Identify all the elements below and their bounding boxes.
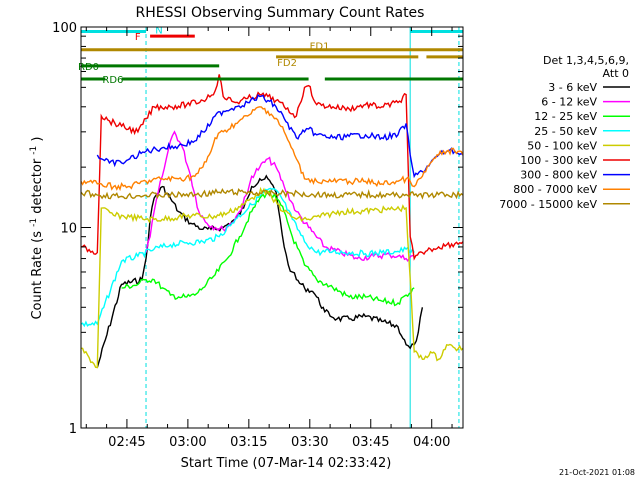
y-tick-label: 100: [52, 21, 77, 36]
y-axis-label-sup: -1: [29, 146, 39, 155]
y-tick-label: 10: [60, 222, 77, 237]
x-tick-label: 02:45: [108, 435, 145, 450]
x-tick-label: 03:00: [169, 435, 206, 450]
legend-label: 300 - 800 keV: [520, 169, 597, 182]
chart-title: RHESSI Observing Summary Count Rates: [136, 5, 425, 21]
y-axis-label-part: Count Rate (s: [30, 231, 45, 320]
legend-label: 50 - 100 keV: [527, 139, 597, 152]
series-line: [80, 74, 464, 261]
series-line: [80, 106, 464, 192]
legend-label: 6 - 12 keV: [541, 96, 597, 109]
x-axis-label: Start Time (07-Mar-14 02:33:42): [181, 456, 392, 471]
series-line: [96, 93, 464, 179]
series-800-7000-kev: [80, 106, 464, 192]
flag-label: F: [135, 32, 141, 43]
y-axis: 1 10 100: [52, 21, 463, 437]
flag-rd0: RD0: [78, 62, 220, 73]
legend-label: 7000 - 15000 keV: [499, 198, 597, 211]
series-300-800-kev: [96, 93, 464, 179]
legend-header-detectors: Det 1,3,4,5,6,9,: [543, 54, 629, 67]
legend-label: 12 - 25 keV: [534, 110, 597, 123]
x-axis: 02:45 03:00 03:15 03:30 03:45 04:00: [85, 27, 453, 450]
series-line: [96, 174, 424, 368]
flag-f: F: [135, 32, 195, 43]
series-line: [80, 187, 415, 328]
y-axis-label-part: ): [30, 136, 45, 141]
flag-n: N: [81, 26, 463, 37]
series-7000-15000-kev: [80, 187, 464, 200]
flag-rd6: RD6: [81, 75, 463, 86]
flag-label: FD1: [310, 41, 330, 52]
y-tick-label: 1: [69, 422, 77, 437]
flag-label: FD2: [277, 58, 297, 69]
series-line: [80, 187, 464, 200]
series-line: [80, 186, 464, 369]
legend-header-attenuator: Att 0: [603, 67, 629, 80]
legend: Det 1,3,4,5,6,9, Att 0 3 - 6 keV 6 - 12 k…: [499, 54, 630, 211]
legend-label: 800 - 7000 keV: [513, 183, 597, 196]
generation-timestamp: 21-Oct-2021 01:08: [559, 468, 635, 477]
flag-fd1: FD1: [81, 41, 463, 52]
x-tick-label: 03:15: [230, 435, 267, 450]
series-50-100-kev: [80, 186, 464, 369]
series-6-12-kev: [145, 130, 415, 263]
legend-label: 25 - 50 keV: [534, 125, 597, 138]
flag-fd2: FD2: [276, 55, 463, 69]
series-3-6-kev: [96, 174, 424, 368]
x-tick-label: 04:00: [413, 435, 450, 450]
series-25-50-kev: [80, 187, 415, 328]
y-axis-label-sup: -1: [29, 218, 39, 227]
flag-label: N: [155, 26, 162, 37]
y-axis-label-part: detector: [30, 158, 45, 214]
y-axis-label: Count Rate (s -1 detector -1 ): [29, 136, 45, 319]
legend-label: 3 - 6 keV: [548, 81, 597, 94]
series-line: [145, 130, 415, 263]
flag-label: RD0: [78, 62, 99, 73]
x-tick-label: 03:30: [291, 435, 328, 450]
legend-label: 100 - 300 keV: [520, 154, 597, 167]
series-100-300-kev: [80, 74, 464, 261]
x-tick-label: 03:45: [352, 435, 389, 450]
flag-label: RD6: [102, 75, 123, 86]
